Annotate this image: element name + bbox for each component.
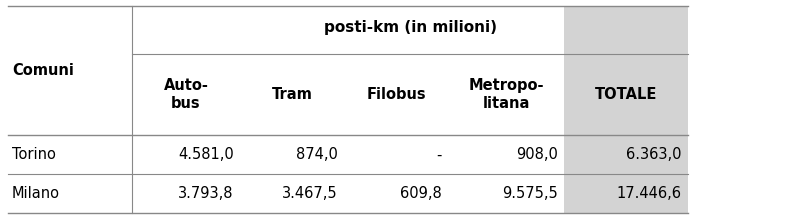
- Text: Milano: Milano: [12, 186, 60, 201]
- Text: 609,8: 609,8: [400, 186, 442, 201]
- Text: 4.581,0: 4.581,0: [178, 147, 234, 162]
- Text: TOTALE: TOTALE: [595, 87, 657, 102]
- Text: 6.363,0: 6.363,0: [626, 147, 682, 162]
- Text: Torino: Torino: [12, 147, 56, 162]
- Text: 874,0: 874,0: [296, 147, 338, 162]
- Text: 908,0: 908,0: [516, 147, 558, 162]
- Text: 3.793,8: 3.793,8: [178, 186, 234, 201]
- Text: Filobus: Filobus: [366, 87, 426, 102]
- Bar: [564, 6, 688, 213]
- Text: 3.467,5: 3.467,5: [282, 186, 338, 201]
- Text: -: -: [436, 147, 442, 162]
- Text: Comuni: Comuni: [12, 63, 74, 78]
- Text: Tram: Tram: [271, 87, 313, 102]
- Text: Metropo-
litana: Metropo- litana: [468, 78, 544, 111]
- Text: posti-km (in milioni): posti-km (in milioni): [323, 20, 497, 35]
- Text: 9.575,5: 9.575,5: [502, 186, 558, 201]
- Text: Auto-
bus: Auto- bus: [163, 78, 209, 111]
- Text: 17.446,6: 17.446,6: [617, 186, 682, 201]
